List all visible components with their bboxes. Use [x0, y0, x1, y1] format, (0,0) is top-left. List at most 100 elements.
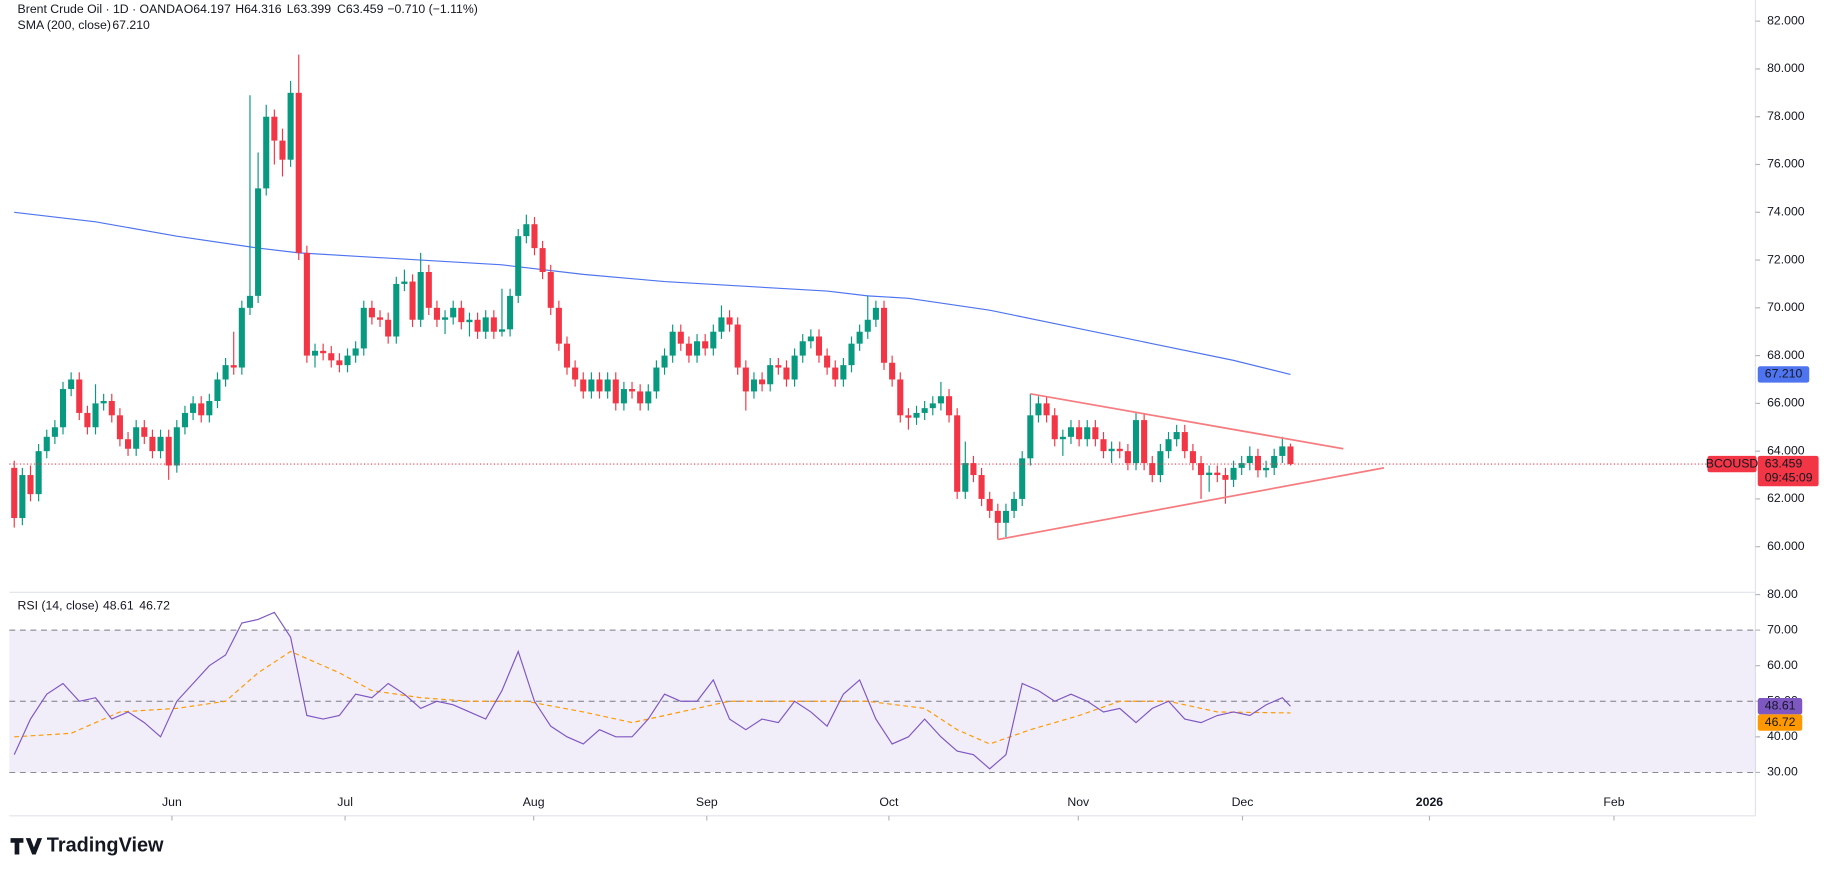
- candle-body: [474, 319, 481, 332]
- y-tick-label: 72.000: [1767, 252, 1805, 266]
- candle-body: [295, 92, 302, 253]
- candle-body: [51, 427, 58, 437]
- candle-body: [1222, 475, 1229, 480]
- sma-tag-label: 67.210: [1765, 367, 1803, 381]
- candle-body: [401, 281, 408, 284]
- candle-body: [1116, 448, 1123, 452]
- candle-body: [937, 396, 944, 404]
- rsi-tick-label: 80.00: [1767, 587, 1798, 601]
- brand-name: TradingView: [47, 835, 164, 857]
- candle-body: [35, 451, 42, 495]
- candle-body: [775, 365, 782, 368]
- candle-body: [840, 365, 847, 380]
- candle-body: [555, 307, 562, 344]
- brand-logo: [10, 838, 43, 855]
- candle-body: [222, 365, 229, 380]
- rsi-legend-value: 48.61: [103, 599, 134, 613]
- candle-body: [962, 463, 969, 492]
- trendline: [1030, 392, 1344, 450]
- candle-body: [173, 427, 180, 466]
- candle-body: [677, 331, 684, 344]
- candle-body: [905, 415, 912, 418]
- candle-body: [1230, 467, 1237, 480]
- candle-body: [328, 353, 335, 361]
- candle-body: [11, 467, 18, 519]
- rsi-tag: [1757, 698, 1803, 715]
- candle-body: [181, 412, 188, 428]
- candle-body: [531, 224, 538, 249]
- candle-body: [734, 324, 741, 368]
- candle-body: [1035, 403, 1042, 416]
- rsi-ma-tag-label: 46.72: [1765, 715, 1796, 729]
- candle-body: [669, 331, 676, 356]
- candle-body: [409, 281, 416, 320]
- ohlc-field: L63.399: [287, 2, 332, 16]
- candle-body: [1092, 427, 1099, 440]
- candle-body: [791, 355, 798, 380]
- candle-body: [864, 319, 871, 332]
- candle-body: [490, 317, 497, 332]
- candle-body: [1197, 463, 1205, 476]
- candle-body: [1206, 472, 1213, 476]
- candle-body: [360, 307, 367, 349]
- candle-body: [303, 252, 310, 356]
- rsi-legend: RSI (14, close): [18, 599, 99, 613]
- candle-body: [783, 367, 790, 380]
- candle-body: [376, 317, 384, 320]
- candle-body: [637, 391, 644, 404]
- candle-body: [563, 343, 571, 368]
- candle-body: [1019, 458, 1026, 499]
- candle-body: [124, 439, 132, 449]
- candle-body: [799, 341, 806, 356]
- candle-body: [954, 415, 961, 492]
- candle-body: [718, 317, 725, 332]
- ohlc-field: O64.197: [184, 2, 231, 16]
- trendline: [997, 467, 1385, 541]
- candle-body: [287, 92, 294, 160]
- rsi-ma-legend-value: 46.72: [139, 599, 170, 613]
- candle-body: [897, 379, 904, 416]
- candle-body: [1108, 448, 1115, 452]
- sma-legend-value: 67.210: [112, 18, 150, 32]
- chart-title: Brent Crude Oil · 1D · OANDA: [18, 2, 184, 16]
- candle-body: [726, 317, 733, 325]
- candle-body: [368, 307, 375, 318]
- rsi-ma-line: [14, 650, 1291, 745]
- candle-body: [661, 355, 668, 368]
- ohlc-field: −0.710 (−1.11%): [387, 2, 477, 16]
- ohlc-field: H64.316: [235, 2, 282, 16]
- sma-line: [14, 211, 1291, 376]
- x-tick-label: Sep: [696, 795, 718, 809]
- candle-body: [742, 367, 749, 392]
- last-price-tag: [1757, 455, 1819, 487]
- candle-body: [263, 116, 270, 189]
- candle-body: [848, 343, 855, 366]
- candle-body: [27, 475, 34, 495]
- candle-body: [507, 295, 514, 330]
- candle-body: [157, 436, 164, 452]
- x-tick-label: Dec: [1232, 795, 1254, 809]
- candle-body: [206, 400, 213, 416]
- y-tick-label: 82.000: [1767, 13, 1805, 27]
- y-tick-label: 60.000: [1767, 539, 1805, 553]
- y-tick-label: 68.000: [1767, 348, 1805, 362]
- candle-body: [336, 360, 343, 366]
- candle-body: [580, 379, 587, 392]
- rsi-line: [13, 611, 1291, 770]
- rsi-ma-tag: [1757, 714, 1803, 731]
- candle-body: [1027, 415, 1034, 459]
- candle-body: [1165, 439, 1172, 452]
- candle-body: [596, 379, 603, 392]
- y-tick-label: 76.000: [1767, 157, 1805, 171]
- candle-body: [1084, 427, 1091, 440]
- x-tick-label: 2026: [1416, 795, 1443, 809]
- candle-body: [880, 307, 888, 363]
- y-tick-label: 66.000: [1767, 396, 1805, 410]
- candle-body: [76, 379, 83, 413]
- sma-legend: SMA (200, close): [18, 18, 111, 32]
- candle-body: [628, 389, 636, 392]
- candle-body: [515, 236, 522, 296]
- candle-body: [214, 379, 221, 401]
